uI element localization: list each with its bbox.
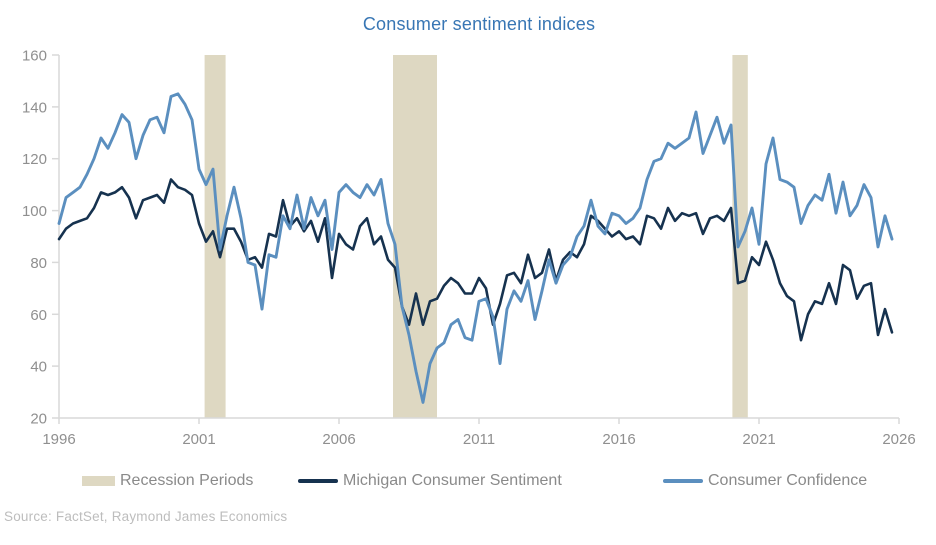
- michigan-line-swatch-icon: [298, 479, 338, 483]
- x-tick-label: 1996: [42, 431, 75, 448]
- legend-label-recession: Recession Periods: [120, 472, 254, 489]
- x-tick-label: 2006: [322, 431, 355, 448]
- recession-band: [732, 55, 748, 418]
- legend-label-confidence: Consumer Confidence: [708, 472, 868, 489]
- consumer-confidence-line: [57, 92, 894, 404]
- x-tick-label: 2001: [182, 431, 215, 448]
- legend-item-michigan: Michigan Consumer Sentiment: [298, 468, 562, 494]
- recession-swatch-icon: [82, 476, 115, 486]
- y-tick-label: 140: [22, 99, 47, 116]
- plot-area: 20 40 60 80 100 120 140 160 1996 2001 2006 2011 2016…: [22, 48, 916, 449]
- y-tick-label: 60: [30, 307, 47, 324]
- source-note: Source: FactSet, Raymond James Economics: [4, 509, 288, 524]
- legend-item-recession: Recession Periods: [82, 468, 253, 494]
- legend-item-confidence: Consumer Confidence: [663, 468, 867, 494]
- y-tick-label: 100: [22, 203, 47, 220]
- x-tick-label: 2016: [602, 431, 635, 448]
- recession-band: [393, 55, 437, 418]
- chart-title: Consumer sentiment indices: [362, 14, 596, 34]
- y-tick-label: 20: [30, 411, 47, 428]
- y-tick-label: 40: [30, 359, 47, 376]
- michigan-sentiment-line: [57, 178, 894, 342]
- y-tick-label: 160: [22, 48, 47, 65]
- y-tick-label: 120: [22, 151, 47, 168]
- confidence-line-swatch-icon: [663, 479, 703, 483]
- y-tick-label: 80: [30, 255, 47, 272]
- x-tick-label: 2011: [463, 431, 495, 448]
- x-tick-label: 2026: [882, 431, 915, 448]
- x-tick-label: 2021: [742, 431, 775, 448]
- legend-label-michigan: Michigan Consumer Sentiment: [343, 472, 562, 489]
- legend: Recession Periods Michigan Consumer Sent…: [0, 468, 936, 494]
